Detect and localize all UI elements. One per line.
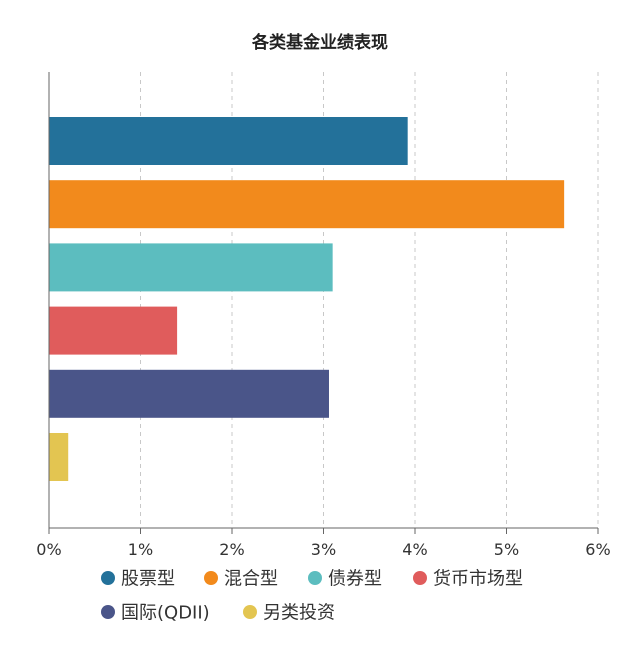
legend-item[interactable]: 另类投资 [243,603,335,624]
legend-label: 混合型 [224,569,278,590]
bar [49,243,333,292]
x-tick-label: 2% [219,540,244,559]
x-tick-label: 6% [585,540,610,559]
bar [49,117,408,165]
legend-item[interactable]: 股票型 [101,569,175,590]
x-tick-label: 1% [128,540,153,559]
legend-marker [243,605,257,619]
legend-marker [204,571,218,585]
x-tick-label: 3% [311,540,336,559]
legend-marker [308,571,322,585]
legend-marker [101,605,115,619]
axes: 0% 1% 2% 3% 4% 5% 6% [36,72,611,559]
chart-title: 各类基金业绩表现 [251,32,388,53]
x-tick-label: 4% [402,540,427,559]
legend-label: 货币市场型 [433,569,523,590]
legend-label: 股票型 [121,569,175,590]
bar [49,433,69,481]
legend-item[interactable]: 混合型 [204,569,278,590]
legend-item[interactable]: 国际(QDII) [101,603,210,624]
legend-label: 另类投资 [263,603,335,624]
x-tick-label: 5% [494,540,519,559]
legend-item[interactable]: 货币市场型 [413,569,523,590]
legend-marker [101,571,115,585]
legend-label: 债券型 [328,569,382,590]
bar [49,306,178,355]
x-tick-label: 0% [36,540,61,559]
bars [49,117,565,481]
bar [49,369,329,418]
bar [49,180,565,229]
legend-label: 国际(QDII) [121,603,210,624]
legend-marker [413,571,427,585]
legend-item[interactable]: 债券型 [308,569,382,590]
